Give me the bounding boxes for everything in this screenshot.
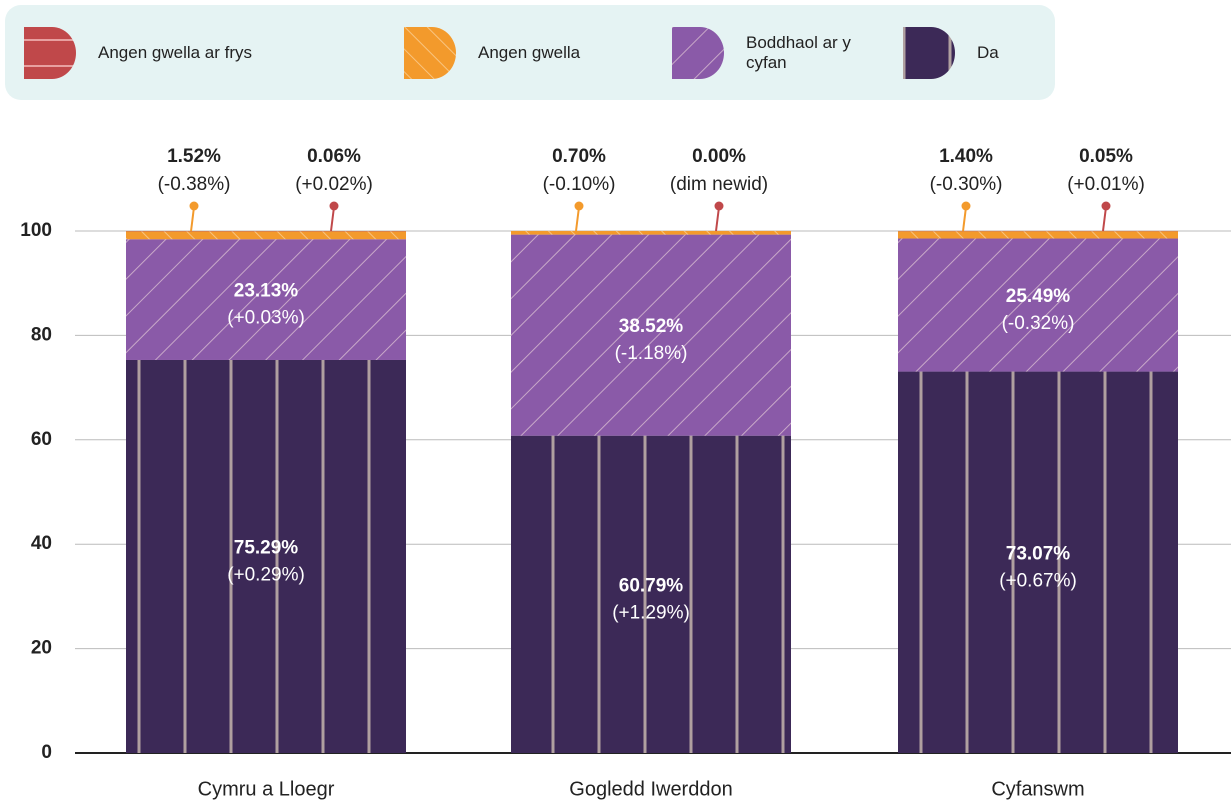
pin-line [190,206,195,232]
x-tick-label: Gogledd Iwerddon [569,778,732,800]
bar-segment [898,231,1178,239]
pin-line [715,206,720,232]
value-label: 73.07% [1006,543,1071,564]
legend-label: Da [977,42,999,62]
y-tick-label: 100 [20,220,52,241]
y-tick-label: 20 [31,638,52,659]
bar-segment [126,231,406,240]
bar-segment [898,371,1178,753]
bar-segment [898,238,1178,372]
pin-dot [714,201,724,211]
legend-swatch [24,26,76,79]
value-label: 0.00% [692,146,746,167]
y-tick-label: 60 [31,429,52,450]
value-label: 0.70% [552,146,606,167]
change-label: (+0.01%) [1067,174,1145,195]
bar-segment [511,435,791,753]
change-label: (-0.32%) [1002,313,1075,334]
value-label: 23.13% [234,281,299,302]
change-label: (dim newid) [670,174,768,195]
value-label: 0.05% [1079,146,1133,167]
y-tick-label: 0 [41,742,52,763]
legend-swatch [672,26,724,79]
legend-item: Angen gwella ar frys [24,5,252,100]
bar-segment [126,359,406,753]
legend-swatch [404,26,456,79]
value-label: 38.52% [619,316,684,337]
value-label: 1.40% [939,146,993,167]
change-label: (+0.02%) [295,174,373,195]
legend-item: Boddhaol ar y cyfan [672,5,876,100]
change-label: (+0.03%) [227,308,305,329]
change-label: (-1.18%) [615,343,688,364]
legend-label: Angen gwella ar frys [98,42,253,62]
change-label: (+0.29%) [227,565,305,586]
change-label: (+1.29%) [612,602,690,623]
legend-label: Angen gwella [478,42,581,62]
pin-line [330,206,335,232]
pin-dot [961,201,971,211]
value-label: 60.79% [619,575,684,596]
pin-dot [329,201,339,211]
legend-item: Da [903,5,999,100]
pin-dot [574,201,584,211]
legend-item: Angen gwella [404,5,580,100]
bar-segment [511,234,791,436]
y-tick-label: 40 [31,533,52,554]
change-label: (-0.38%) [158,174,231,195]
y-tick-label: 80 [31,324,52,345]
value-label: 0.06% [307,146,361,167]
x-tick-label: Cymru a Lloegr [198,778,335,800]
pin-line [962,206,967,232]
pin-dot [1101,201,1111,211]
change-label: (-0.30%) [930,174,1003,195]
bar-segment [511,230,791,235]
value-label: 1.52% [167,146,221,167]
value-label: 75.29% [234,538,299,559]
x-tick-label: Cyfanswm [991,778,1084,800]
legend-swatch [903,26,955,79]
bar-segment [126,239,406,360]
pin-dot [189,201,199,211]
pin-line [575,206,580,232]
change-label: (+0.67%) [999,570,1077,591]
legend-label: Boddhaol ar y cyfan [746,32,851,72]
pin-line [1102,206,1107,232]
change-label: (-0.10%) [543,174,616,195]
legend: Angen gwella ar frys Angen gwella Boddhaol… [5,5,1055,100]
value-label: 25.49% [1006,286,1071,307]
